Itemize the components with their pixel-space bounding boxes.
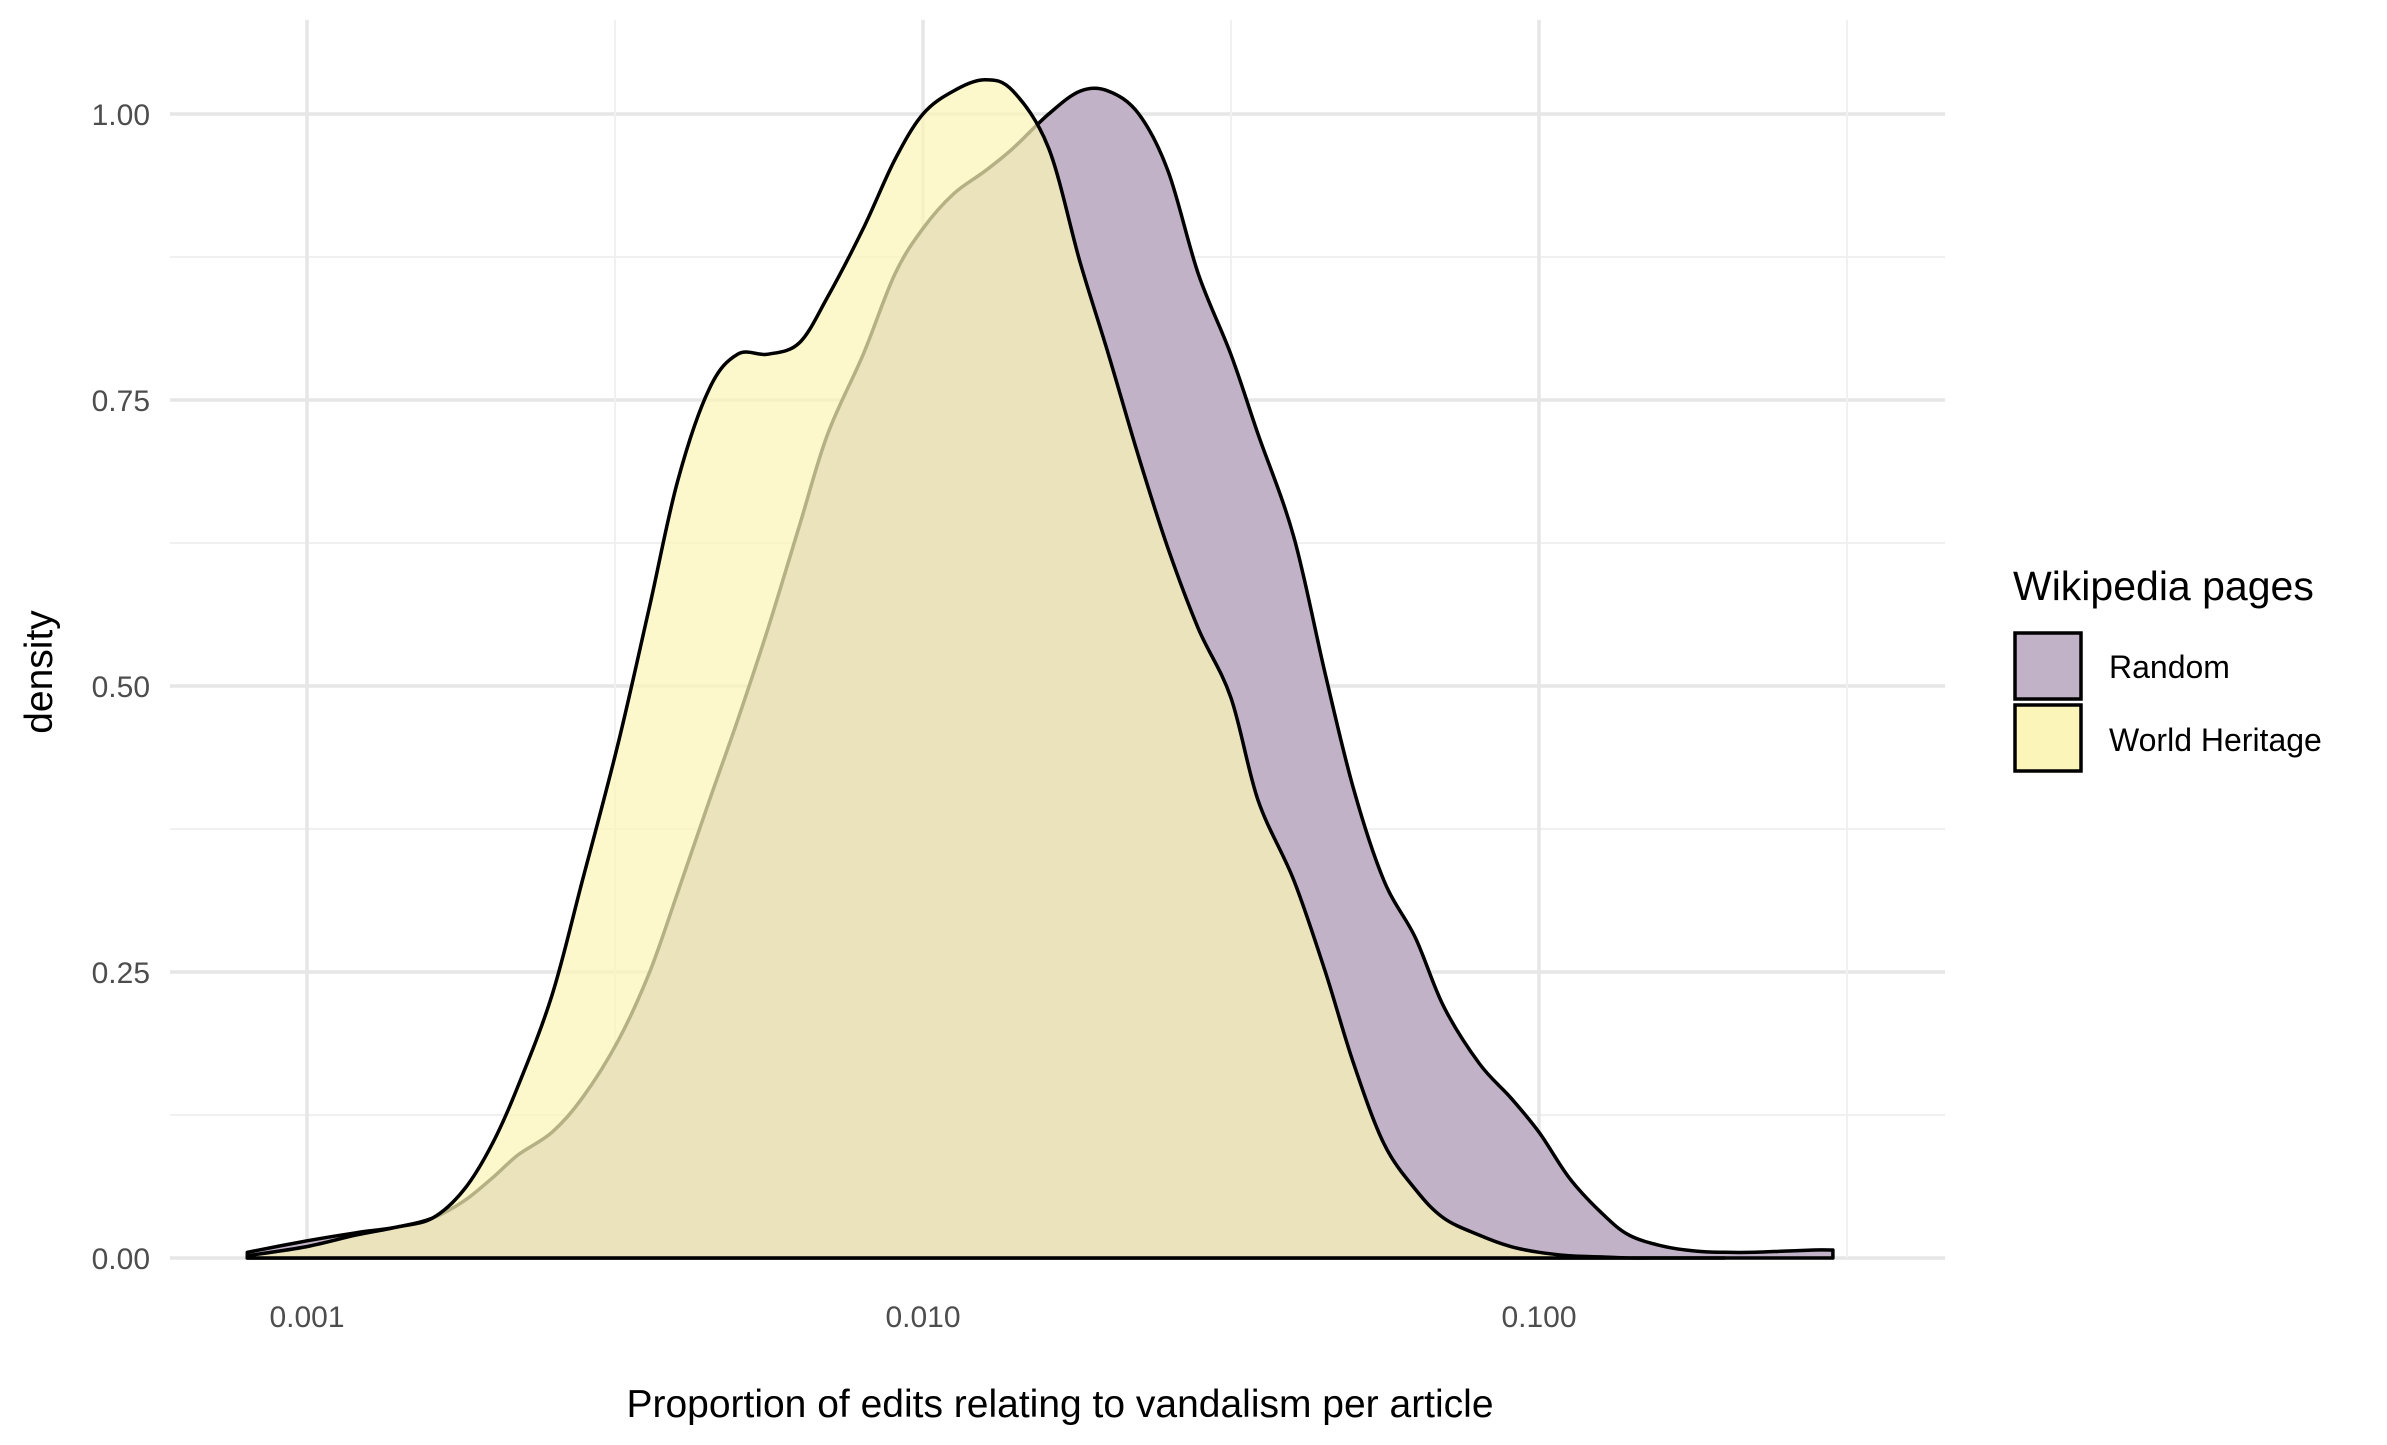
- x-tick-label: 0.010: [885, 1301, 960, 1334]
- y-tick-label: 0.00: [92, 1243, 150, 1276]
- x-axis-title: Proportion of edits relating to vandalis…: [626, 1383, 1493, 1426]
- legend-label-world-heritage: World Heritage: [2109, 722, 2322, 758]
- legend: Wikipedia pages Random World Heritage: [2013, 563, 2322, 773]
- x-tick-label: 0.100: [1501, 1301, 1576, 1334]
- legend-key-random: [2013, 631, 2083, 701]
- density-areas: [245, 77, 1835, 1260]
- x-tick-label: 0.001: [269, 1301, 344, 1334]
- y-axis-ticks: 0.00 0.25 0.50 0.75 1.00: [92, 99, 150, 1276]
- x-axis-ticks: 0.001 0.010 0.100: [269, 1301, 1576, 1334]
- y-tick-label: 0.50: [92, 671, 150, 704]
- density-area-world-heritage: [245, 77, 1727, 1260]
- y-tick-label: 0.75: [92, 385, 150, 418]
- legend-key-world-heritage: [2013, 703, 2083, 773]
- y-tick-label: 1.00: [92, 99, 150, 132]
- legend-title: Wikipedia pages: [2013, 563, 2314, 609]
- y-axis-title: density: [18, 610, 61, 734]
- y-tick-label: 0.25: [92, 957, 150, 990]
- legend-label-random: Random: [2109, 649, 2230, 685]
